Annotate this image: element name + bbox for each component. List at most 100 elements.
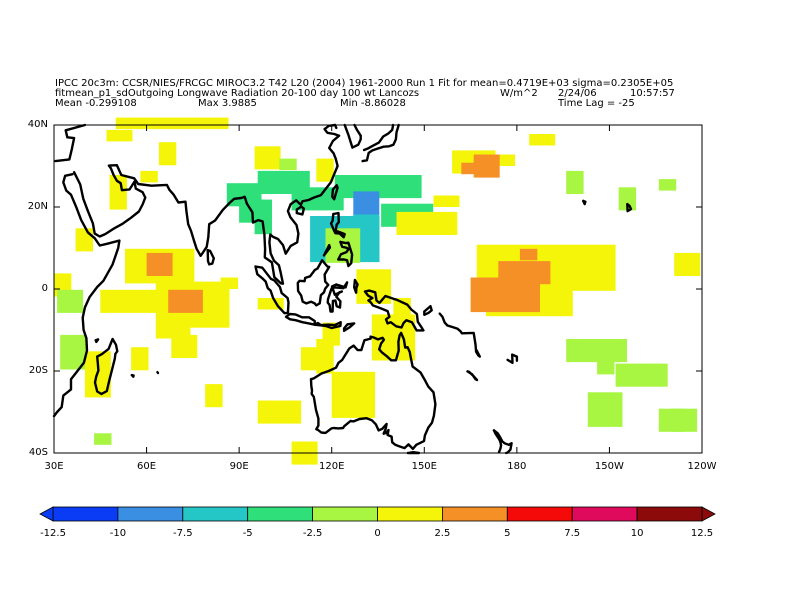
anomaly-cell bbox=[674, 252, 701, 276]
anomaly-cell bbox=[566, 170, 584, 194]
anomaly-cell bbox=[371, 314, 416, 361]
x-tick-label: 150E bbox=[411, 461, 437, 472]
anomaly-cell bbox=[140, 170, 158, 183]
colorbar-label: 5 bbox=[504, 528, 511, 539]
anomaly-cell bbox=[171, 334, 198, 358]
header-variable: fitmean_p1_sdOutgoing Longwave Radiation… bbox=[55, 88, 420, 99]
anomaly-cell bbox=[498, 261, 551, 285]
anomaly-cell bbox=[168, 289, 203, 313]
header-units: W/m^2 bbox=[500, 88, 538, 99]
anomaly-cell bbox=[254, 146, 281, 170]
coastline bbox=[492, 429, 513, 455]
x-tick-label: 120E bbox=[319, 461, 345, 472]
anomaly-cell bbox=[578, 257, 605, 269]
x-tick-label: 150W bbox=[594, 461, 624, 472]
colorbar-swatch bbox=[117, 506, 184, 522]
colorbar-label: -7.5 bbox=[173, 528, 193, 539]
anomaly-cell bbox=[396, 211, 458, 235]
anomaly-cell bbox=[461, 162, 479, 175]
anomaly-cell bbox=[300, 347, 319, 371]
coastline bbox=[313, 321, 342, 330]
coastline bbox=[326, 281, 349, 313]
y-tick-label: 20N bbox=[27, 201, 48, 212]
anomaly-cell bbox=[257, 298, 284, 310]
anomaly-cell bbox=[353, 191, 380, 215]
coastline bbox=[363, 289, 425, 332]
anomaly-cell bbox=[158, 142, 177, 166]
header-line1: IPCC 20c3m: CCSR/NIES/FRCGC MIROC3.2 T42… bbox=[55, 78, 674, 89]
anomaly-cell bbox=[109, 175, 127, 210]
coastline bbox=[331, 184, 339, 201]
coastline bbox=[295, 205, 306, 216]
anomaly-cell bbox=[279, 158, 297, 171]
header-time: 10:57:57 bbox=[630, 88, 675, 99]
colorbar-label: 12.5 bbox=[690, 528, 714, 539]
anomaly-cell bbox=[316, 339, 334, 374]
anomaly-cell bbox=[566, 339, 627, 363]
coastline bbox=[130, 373, 135, 378]
anomaly-cell bbox=[257, 400, 302, 424]
colorbar-label: 7.5 bbox=[564, 528, 581, 539]
y-tick-label: 40S bbox=[28, 447, 48, 458]
header-date: 2/24/06 bbox=[558, 88, 597, 99]
coastline bbox=[309, 331, 437, 451]
anomaly-cell bbox=[529, 134, 556, 146]
coastline bbox=[337, 240, 354, 268]
anomaly-cell bbox=[291, 187, 344, 211]
colorbar-swatch bbox=[182, 506, 249, 522]
colorbar-swatch bbox=[377, 506, 443, 522]
header-min: Min -8.86028 bbox=[340, 98, 406, 109]
coastline bbox=[156, 371, 160, 375]
coastline bbox=[206, 248, 215, 266]
coastline bbox=[626, 202, 633, 213]
coastline bbox=[94, 338, 100, 344]
coastline bbox=[438, 312, 481, 358]
anomaly-cell bbox=[316, 158, 334, 182]
anomaly-cell bbox=[220, 277, 238, 289]
anomaly-cell bbox=[254, 199, 272, 235]
coastline bbox=[466, 370, 479, 382]
y-tick-label: 40N bbox=[27, 119, 48, 130]
colorbar-swatch bbox=[571, 506, 638, 522]
anomaly-cell bbox=[75, 228, 93, 252]
coastline bbox=[362, 123, 395, 152]
coastline bbox=[423, 305, 433, 316]
coastline bbox=[353, 278, 359, 294]
colorbar-low-arrow bbox=[39, 506, 54, 522]
coastline bbox=[54, 123, 87, 163]
coastline bbox=[492, 429, 503, 454]
coastline bbox=[296, 259, 331, 307]
colorbar-label: -5 bbox=[242, 528, 253, 539]
anomaly-cell bbox=[331, 371, 376, 418]
map-axes bbox=[53, 124, 703, 454]
anomaly-cell bbox=[356, 269, 392, 304]
header-max: Max 3.9885 bbox=[198, 98, 257, 109]
coastline bbox=[506, 353, 519, 364]
anomaly-cell bbox=[519, 248, 538, 261]
coastline bbox=[322, 243, 332, 257]
coastline bbox=[361, 123, 400, 163]
anomaly-cell bbox=[489, 154, 516, 166]
coastline bbox=[72, 123, 341, 285]
x-tick-label: 30E bbox=[44, 461, 64, 472]
anomaly-cell bbox=[587, 392, 623, 427]
anomaly-cell bbox=[106, 129, 133, 142]
anomaly-cell bbox=[615, 363, 668, 387]
colorbar-swatch bbox=[52, 506, 119, 522]
colorbar-label: 10 bbox=[630, 528, 644, 539]
colorbar-swatch bbox=[506, 506, 573, 522]
anomaly-cell bbox=[658, 179, 677, 191]
coastline bbox=[342, 322, 356, 332]
colorbar-label: -12.5 bbox=[40, 528, 66, 539]
coastline bbox=[284, 312, 316, 326]
colorbar-label: 2.5 bbox=[434, 528, 451, 539]
coastline bbox=[254, 265, 290, 315]
colorbar-label: -2.5 bbox=[302, 528, 323, 539]
anomaly-cell bbox=[94, 433, 112, 445]
anomaly-cell bbox=[205, 384, 223, 408]
coastline bbox=[93, 337, 119, 396]
colorbar-swatch bbox=[247, 506, 313, 522]
anomaly-cell bbox=[473, 154, 500, 178]
colorbar-label: 0 bbox=[374, 528, 381, 539]
anomaly-cell bbox=[131, 347, 149, 371]
